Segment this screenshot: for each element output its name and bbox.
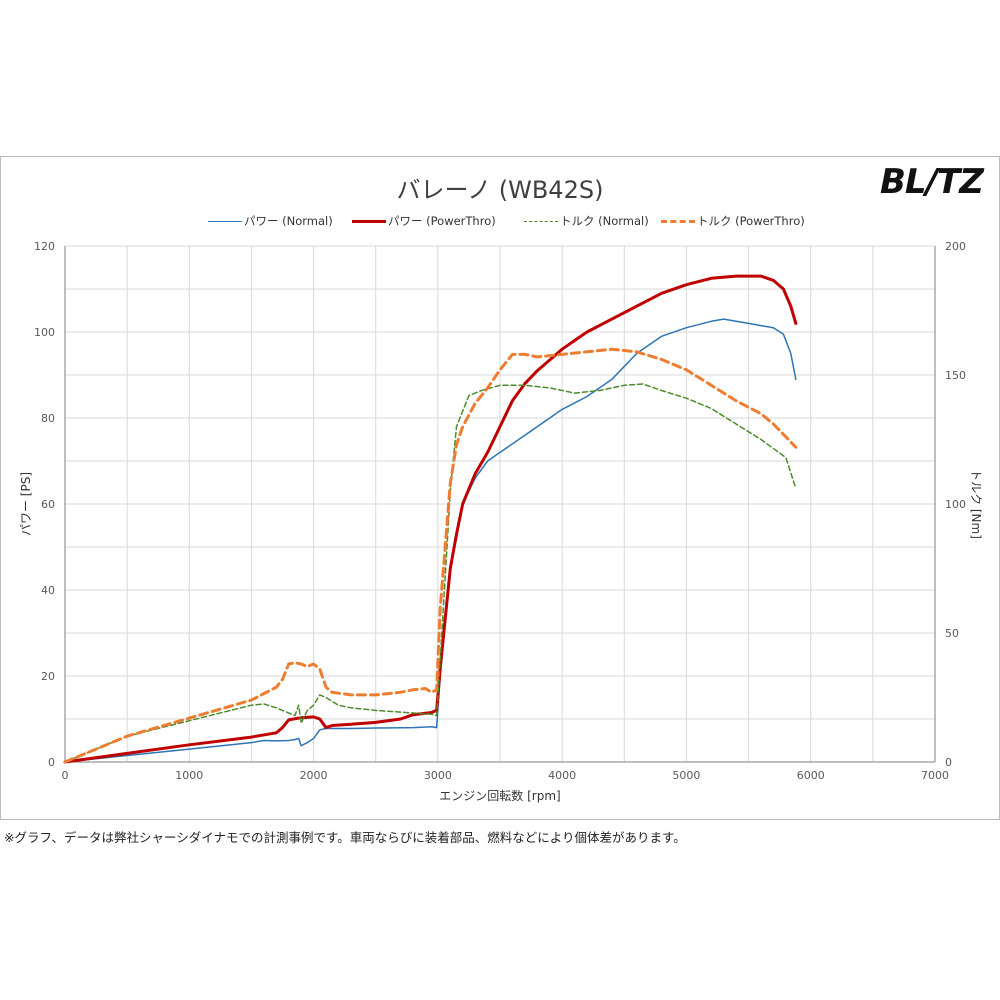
y-tick-label: 40 — [41, 584, 55, 597]
legend-item: パワー (Normal) — [208, 212, 333, 230]
x-tick-label: 5000 — [672, 769, 700, 782]
y-tick-label: 60 — [41, 498, 55, 511]
legend-item: トルク (Normal) — [524, 212, 649, 230]
chart-title: バレーノ (WB42S) — [396, 176, 604, 204]
x-tick-label: 2000 — [300, 769, 328, 782]
blitz-logo: BL/TZ — [880, 162, 984, 202]
x-tick-label: 6000 — [797, 769, 825, 782]
x-tick-label: 3000 — [424, 769, 452, 782]
legend-label: トルク (Normal) — [560, 214, 649, 228]
y-axis-label: パワー [PS] — [19, 472, 33, 536]
chart-legend: パワー (Normal) パワー (PowerThro) トルク (Normal) ト… — [0, 212, 1000, 232]
x-axis-label: エンジン回転数 [rpm] — [439, 788, 560, 803]
y2-tick-label: 150 — [945, 369, 966, 382]
x-tick-label: 0 — [62, 769, 69, 782]
legend-label: パワー (PowerThro) — [388, 214, 496, 228]
x-tick-label: 4000 — [548, 769, 576, 782]
x-tick-label: 1000 — [175, 769, 203, 782]
legend-label: パワー (Normal) — [244, 214, 333, 228]
legend-item: パワー (PowerThro) — [352, 212, 496, 230]
y2-axis-label: トルク [Nm] — [969, 469, 983, 539]
y-tick-label: 20 — [41, 670, 55, 683]
x-tick-label: 7000 — [921, 769, 949, 782]
legend-swatch — [524, 221, 558, 222]
footnote: ※グラフ、データは弊社シャーシダイナモでの計測事例です。車両ならびに装着部品、燃… — [4, 830, 686, 845]
legend-swatch — [352, 220, 386, 223]
y-tick-label: 0 — [48, 756, 55, 769]
y2-tick-label: 100 — [945, 498, 966, 511]
y-tick-label: 120 — [34, 240, 55, 253]
legend-item: トルク (PowerThro) — [661, 212, 805, 230]
legend-swatch — [208, 221, 242, 222]
y2-tick-label: 50 — [945, 627, 959, 640]
legend-swatch — [661, 220, 695, 223]
series-line-4 — [63, 347, 798, 764]
y2-tick-label: 200 — [945, 240, 966, 253]
y2-tick-label: 0 — [945, 756, 952, 769]
y-tick-label: 80 — [41, 412, 55, 425]
y-tick-label: 100 — [34, 326, 55, 339]
legend-label: トルク (PowerThro) — [697, 214, 805, 228]
series-line-3 — [64, 383, 797, 763]
series-line-2 — [63, 274, 798, 764]
